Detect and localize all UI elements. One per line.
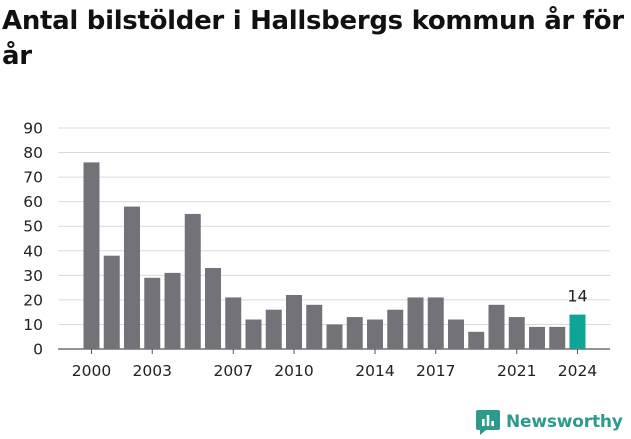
x-tick-label: 2024 [558, 362, 597, 380]
bar-2005 [184, 213, 201, 349]
bar-2001 [103, 255, 120, 349]
y-tick-label: 10 [23, 316, 43, 334]
y-tick-label: 90 [23, 120, 43, 138]
newsworthy-logo: Newsworthy [476, 408, 623, 436]
y-tick-label: 40 [23, 242, 43, 260]
brand-name: Newsworthy [506, 412, 623, 432]
data-label: 14 [567, 287, 587, 306]
gridlines [58, 127, 610, 350]
bar-2014 [367, 319, 383, 349]
bar-chart-logo-icon [476, 410, 500, 435]
bar-2017 [427, 297, 444, 349]
bar-2010 [286, 294, 302, 349]
bar-2013 [346, 317, 363, 349]
x-tick-label: 2021 [497, 362, 536, 380]
bar-2004 [164, 272, 181, 349]
y-tick-label: 60 [23, 193, 43, 211]
bar-2021 [508, 317, 525, 349]
y-tick-label: 0 [33, 341, 43, 359]
x-tick-label: 2010 [274, 362, 313, 380]
bar-2016 [407, 297, 424, 349]
y-axis-tick-labels: 0 10 20 30 40 50 60 70 80 90 [23, 120, 43, 359]
bar-2018 [448, 319, 464, 349]
bar-2008 [245, 319, 262, 349]
bar-2000 [83, 162, 100, 349]
bar-2002 [124, 206, 140, 349]
y-tick-label: 80 [23, 144, 43, 162]
bar-2007 [225, 297, 242, 349]
bar-2024 [569, 314, 586, 349]
data-labels: 14 [567, 287, 587, 306]
y-tick-label: 70 [23, 169, 43, 187]
bar-2015 [387, 309, 404, 349]
x-tick-label: 2017 [416, 362, 455, 380]
bar-2012 [326, 324, 343, 349]
bar-2020 [488, 304, 505, 349]
bar-2019 [468, 331, 485, 349]
x-tick-label: 2007 [214, 362, 253, 380]
y-tick-label: 20 [23, 291, 43, 309]
bar-2011 [306, 304, 323, 349]
x-tick-label: 2014 [355, 362, 394, 380]
bar-2022 [529, 326, 545, 349]
bar-2006 [205, 267, 221, 349]
x-axis-tick-labels: 2000 2003 2007 2010 2014 2017 2021 2024 [72, 349, 597, 380]
bar-2003 [144, 277, 161, 349]
y-tick-label: 50 [23, 218, 43, 236]
x-tick-label: 2003 [133, 362, 172, 380]
bars [83, 162, 586, 349]
y-tick-label: 30 [23, 267, 43, 285]
chart-title: Antal bilstölder i Hallsbergs kommun år … [2, 6, 624, 71]
x-tick-label: 2000 [72, 362, 111, 380]
bar-2023 [549, 326, 566, 349]
bar-2009 [265, 309, 282, 349]
